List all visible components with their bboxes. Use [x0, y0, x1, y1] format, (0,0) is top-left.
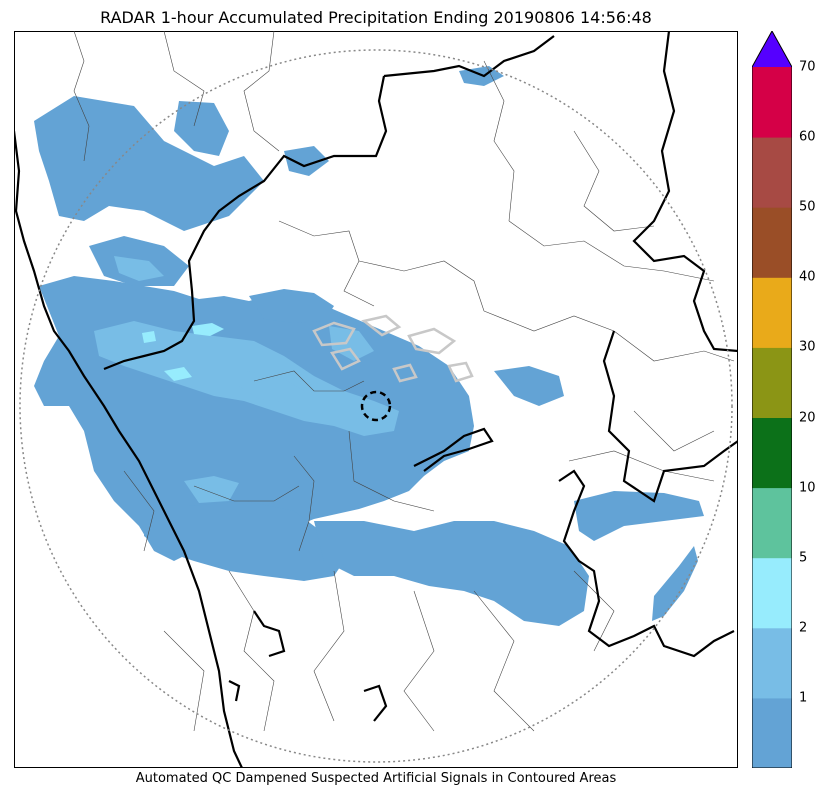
- colorbar-bin: [752, 277, 792, 348]
- radar-map: [12, 30, 739, 769]
- colorbar-tick-label: 20: [799, 410, 816, 425]
- colorbar-bin: [752, 347, 792, 418]
- colorbar-canvas: [751, 29, 796, 769]
- map-caption: Automated QC Dampened Suspected Artifici…: [135, 771, 617, 786]
- precip-moderate-area: [94, 256, 399, 503]
- colorbar-bin: [752, 557, 792, 629]
- qc-contoured-areas: [312, 314, 474, 383]
- colorbar-bin: [752, 67, 792, 138]
- colorbar-bin: [752, 697, 792, 769]
- colorbar-tick-label: 1: [799, 690, 808, 706]
- colorbar-bin: [752, 487, 792, 559]
- radar-map-canvas: [12, 30, 739, 769]
- colorbar-bin: [752, 627, 792, 699]
- radar-site-marker: [360, 390, 392, 422]
- colorbar-bin: [752, 207, 792, 278]
- colorbar-bin: [752, 417, 792, 489]
- colorbar-tick-label: 5: [799, 550, 808, 566]
- colorbar-tick-label: 40: [799, 269, 816, 285]
- state-boundaries: [12, 30, 739, 769]
- radar-range-ring: [19, 49, 733, 763]
- colorbar-tick-label: 10: [799, 480, 816, 496]
- colorbar: [751, 29, 796, 769]
- colorbar-tick-label: 50: [799, 199, 816, 215]
- colorbar-tick-label: 2: [799, 620, 808, 636]
- colorbar-tick-label: 30: [799, 339, 816, 355]
- colorbar-tick-label: 60: [799, 129, 816, 145]
- colorbar-tick-label: 70: [799, 59, 816, 75]
- district-boundaries: [73, 30, 735, 732]
- precip-heavy-area: [142, 323, 224, 381]
- map-title: RADAR 1-hour Accumulated Precipitation E…: [100, 8, 652, 27]
- colorbar-overflow-triangle: [752, 31, 792, 67]
- colorbar-bin: [752, 137, 792, 208]
